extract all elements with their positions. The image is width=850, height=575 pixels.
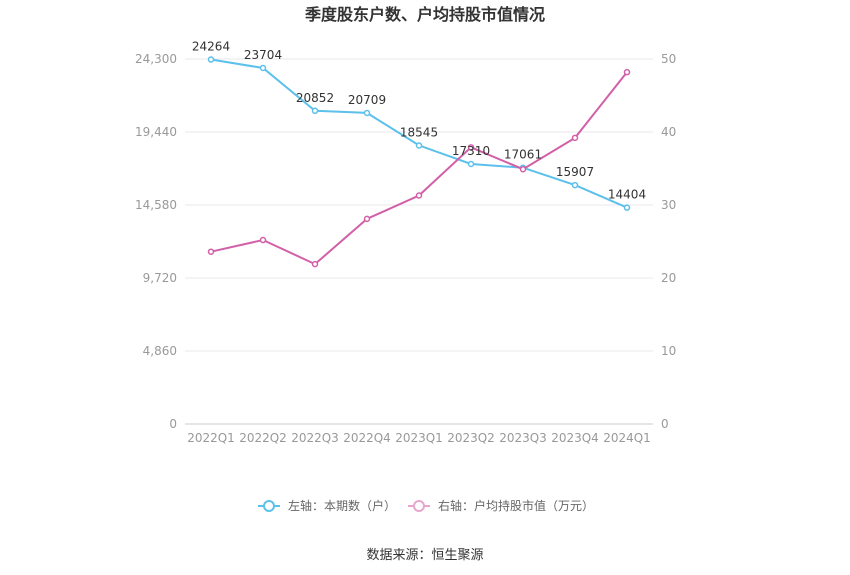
data-label: 15907 bbox=[556, 165, 594, 179]
data-point-right[interactable] bbox=[259, 236, 267, 244]
data-point-left[interactable] bbox=[623, 204, 631, 211]
x-tick-label: 2022Q4 bbox=[343, 431, 391, 445]
right-tick-label: 30 bbox=[661, 198, 676, 212]
x-axis: 2022Q1 2022Q2 2022Q3 2022Q4 2023Q1 2023Q2 2023… bbox=[187, 431, 651, 445]
data-label: 20709 bbox=[348, 93, 386, 107]
data-point-right[interactable] bbox=[311, 260, 319, 268]
series-layer bbox=[207, 56, 631, 268]
data-point-left[interactable] bbox=[259, 64, 267, 72]
data-point-left[interactable] bbox=[467, 160, 475, 168]
left-axis: 0 4,860 9,720 14,580 19,440 24,300 bbox=[135, 52, 177, 431]
right-tick-label: 40 bbox=[661, 125, 676, 139]
right-tick-label: 20 bbox=[661, 271, 676, 285]
data-point-left[interactable] bbox=[415, 142, 423, 149]
data-point-right[interactable] bbox=[207, 248, 215, 255]
grid bbox=[185, 58, 653, 425]
x-tick-label: 2023Q3 bbox=[499, 431, 547, 445]
data-label: 17310 bbox=[452, 144, 490, 158]
data-point-left[interactable] bbox=[311, 107, 319, 115]
data-labels: 24264 23704 20852 20709 18545 17310 17061 15907… bbox=[192, 40, 646, 202]
data-label: 18545 bbox=[400, 125, 438, 139]
x-tick-label: 2022Q1 bbox=[187, 431, 235, 445]
legend-item-left[interactable]: 左轴：本期数（户） bbox=[258, 498, 396, 513]
data-label: 23704 bbox=[244, 48, 282, 62]
x-tick-label: 2024Q1 bbox=[603, 431, 651, 445]
left-tick-label: 19,440 bbox=[135, 125, 177, 139]
data-point-right[interactable] bbox=[363, 215, 371, 223]
source-note: 数据来源：恒生聚源 bbox=[366, 548, 483, 563]
data-point-right[interactable] bbox=[415, 192, 423, 199]
data-label: 17061 bbox=[504, 148, 542, 162]
x-tick-label: 2023Q1 bbox=[395, 431, 443, 445]
data-point-left[interactable] bbox=[571, 181, 579, 189]
x-tick-label: 2023Q4 bbox=[551, 431, 599, 445]
chart-title: 季度股东户数、户均持股市值情况 bbox=[304, 5, 545, 24]
data-point-left[interactable] bbox=[207, 56, 215, 63]
right-tick-label: 50 bbox=[661, 52, 676, 66]
x-tick-label: 2022Q3 bbox=[291, 431, 339, 445]
data-point-right[interactable] bbox=[623, 68, 631, 76]
x-tick-label: 2023Q2 bbox=[447, 431, 495, 445]
left-tick-label: 9,720 bbox=[143, 271, 177, 285]
right-tick-label: 0 bbox=[661, 417, 669, 431]
data-point-left[interactable] bbox=[363, 109, 371, 117]
legend-marker-left bbox=[263, 500, 275, 512]
data-point-right[interactable] bbox=[519, 165, 527, 173]
data-label: 20852 bbox=[296, 91, 334, 105]
legend-marker-right bbox=[413, 500, 425, 512]
left-tick-label: 0 bbox=[169, 417, 177, 431]
left-tick-label: 24,300 bbox=[135, 52, 177, 66]
data-point-right[interactable] bbox=[571, 134, 579, 142]
x-tick-label: 2022Q2 bbox=[239, 431, 287, 445]
left-tick-label: 4,860 bbox=[143, 344, 177, 358]
data-label: 14404 bbox=[608, 188, 646, 202]
legend-label-right: 右轴：户均持股市值（万元） bbox=[438, 498, 594, 513]
legend-label-left: 左轴：本期数（户） bbox=[288, 498, 396, 513]
data-point-right[interactable] bbox=[467, 144, 475, 151]
legend[interactable]: 左轴：本期数（户） 右轴：户均持股市值（万元） bbox=[258, 498, 594, 513]
right-tick-label: 10 bbox=[661, 344, 676, 358]
legend-item-right[interactable]: 右轴：户均持股市值（万元） bbox=[408, 498, 594, 513]
left-tick-label: 14,580 bbox=[135, 198, 177, 212]
data-label: 24264 bbox=[192, 40, 230, 54]
right-axis: 0 10 20 30 40 50 bbox=[661, 52, 676, 431]
